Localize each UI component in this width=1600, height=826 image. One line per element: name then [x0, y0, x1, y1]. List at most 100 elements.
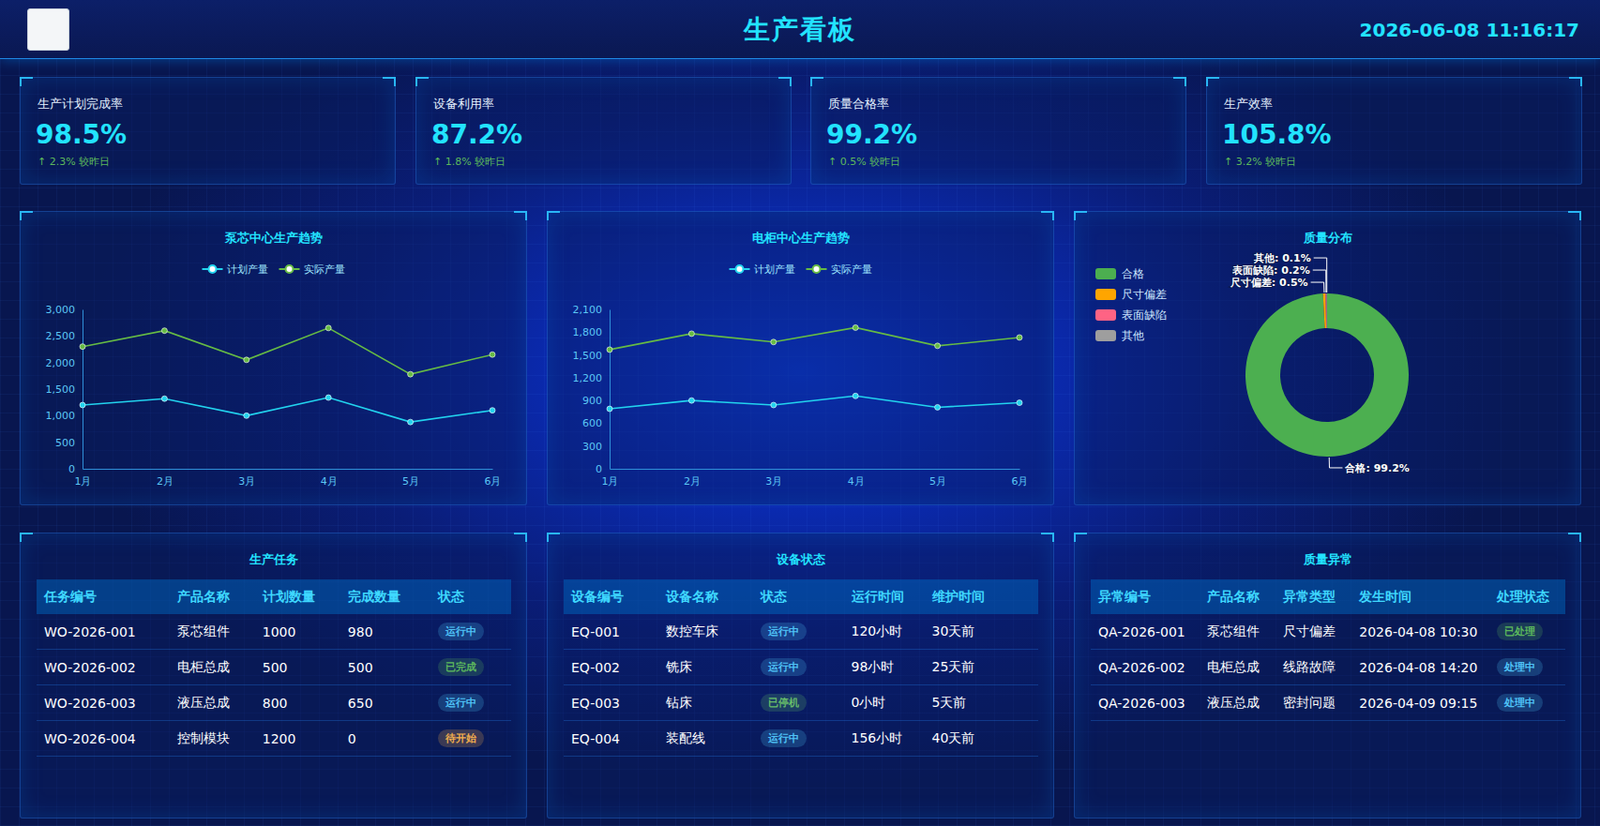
axis-line — [83, 468, 494, 470]
column-header: 计划数量 — [255, 579, 341, 615]
y-tick-label: 3,000 — [45, 303, 76, 317]
line-marker — [79, 402, 86, 408]
line-marker — [1016, 334, 1023, 341]
line-marker — [606, 347, 613, 353]
plot-data — [606, 324, 1023, 412]
table-row: EQ-002铣床运行中98小时25天前 — [563, 649, 1039, 686]
x-tick-label: 3月 — [238, 475, 256, 488]
y-tick-label: 2,100 — [573, 303, 604, 317]
y-tick: 500 — [55, 437, 83, 450]
x-tick: 4月 — [847, 475, 865, 488]
column-header: 完成数量 — [340, 579, 431, 615]
table-cell: 电柜总成 — [169, 649, 256, 686]
y-tick-label: 0 — [68, 463, 76, 476]
legend-item: 计划产量 — [202, 263, 269, 276]
legend-marker — [813, 265, 821, 273]
table-cell: 40天前 — [924, 721, 1039, 757]
panel-corner — [1569, 76, 1583, 87]
panel-corner — [19, 76, 33, 87]
y-tick-label: 1,500 — [573, 349, 604, 363]
kpi-card: 生产效率105.8%↑ 3.2% 较昨日 — [1206, 76, 1583, 185]
y-tick: 0 — [68, 463, 83, 476]
legend-swatch — [1095, 330, 1117, 342]
table-cell: 156小时 — [844, 721, 925, 757]
legend-swatch — [1095, 309, 1117, 321]
legend-marker — [209, 265, 217, 273]
table-cell: 处理中 — [1489, 649, 1566, 686]
table-cell: 2026-04-09 09:15 — [1351, 685, 1490, 722]
label-line — [1313, 257, 1328, 293]
table-cell: QA-2026-001 — [1090, 614, 1200, 650]
table-row: EQ-001数控车床运行中120小时30天前 — [563, 614, 1039, 650]
panel-corner — [1041, 211, 1055, 221]
table-cell: 800 — [255, 685, 341, 722]
kpi-card: 质量合格率99.2%↑ 0.5% 较昨日 — [810, 76, 1187, 185]
panel-corner — [1568, 211, 1582, 221]
chart-svg: 电柜中心生产趋势03006009001,2001,5001,8002,1001月… — [547, 211, 1054, 505]
table-cell: 运行中 — [753, 614, 844, 650]
line-marker — [489, 407, 496, 414]
x-tick: 6月 — [1011, 475, 1029, 488]
legend-label: 表面缺陷 — [1121, 308, 1167, 322]
table-cell: 已处理 — [1489, 614, 1566, 650]
table-row: WO-2026-003液压总成800650运行中 — [36, 685, 512, 722]
panel-corner — [513, 211, 528, 221]
x-tick: 5月 — [402, 475, 420, 488]
table-cell: EQ-002 — [563, 649, 659, 686]
legend-label: 实际产量 — [830, 263, 873, 276]
table-cell: WO-2026-004 — [36, 721, 170, 757]
column-header: 设备编号 — [563, 579, 659, 615]
kpi-label: 生产效率 — [1223, 95, 1273, 113]
pie-slice — [1245, 293, 1409, 457]
panel-corner — [546, 532, 560, 543]
legend-item: 其他 — [1095, 329, 1145, 343]
y-tick-label: 500 — [55, 437, 76, 450]
column-header: 状态 — [753, 579, 844, 615]
table-header: 异常编号产品名称异常类型发生时间处理状态 — [1090, 579, 1566, 615]
y-tick: 600 — [582, 417, 610, 430]
status-badge: 运行中 — [760, 622, 807, 641]
x-tick-label: 2月 — [156, 475, 174, 488]
axis-line — [610, 468, 1021, 470]
line-marker — [161, 328, 167, 334]
status-badge: 已完成 — [437, 658, 484, 677]
kpi-label: 生产计划完成率 — [37, 95, 123, 113]
axis-line — [609, 310, 611, 470]
logo — [27, 8, 70, 51]
table-cell: 2026-04-08 14:20 — [1351, 649, 1490, 686]
kpi-label: 质量合格率 — [828, 95, 890, 113]
y-axis: 03006009001,2001,5001,8002,100 — [573, 303, 611, 476]
kpi-value: 87.2% — [431, 119, 523, 151]
status-badge: 处理中 — [1496, 658, 1543, 677]
table-cell: 铣床 — [658, 649, 754, 686]
line-marker — [770, 339, 777, 346]
line-series — [609, 327, 1020, 349]
legend-item: 合格 — [1095, 267, 1145, 281]
table-row: WO-2026-002电柜总成500500已完成 — [36, 649, 512, 686]
column-header: 处理状态 — [1489, 579, 1566, 615]
x-tick-label: 1月 — [602, 475, 619, 488]
x-tick: 5月 — [929, 475, 947, 488]
kpi-card: 设备利用率87.2%↑ 1.8% 较昨日 — [415, 76, 792, 185]
x-tick: 1月 — [75, 475, 92, 488]
x-tick-label: 4月 — [320, 475, 338, 488]
y-tick: 1,200 — [573, 372, 611, 385]
table-cell: WO-2026-002 — [36, 649, 170, 686]
table-row: QA-2026-003液压总成密封问题2026-04-09 09:15处理中 — [1090, 685, 1566, 722]
line-marker — [325, 394, 332, 401]
table-cell: WO-2026-001 — [36, 614, 170, 650]
line-marker — [770, 402, 777, 408]
line-marker — [407, 371, 414, 378]
table-cell: 0 — [340, 721, 431, 757]
table-cell: WO-2026-003 — [36, 685, 170, 722]
table-cell: QA-2026-002 — [1090, 649, 1200, 686]
line-marker — [407, 419, 414, 425]
x-tick-label: 5月 — [402, 475, 420, 488]
y-tick-label: 600 — [582, 417, 603, 430]
label-line — [1311, 282, 1325, 293]
table-cell: EQ-004 — [563, 721, 659, 757]
panel-corner — [1073, 532, 1087, 543]
table-cell: 运行中 — [753, 649, 844, 686]
column-header: 异常编号 — [1090, 579, 1200, 615]
legend: 合格尺寸偏差表面缺陷其他 — [1095, 267, 1167, 343]
